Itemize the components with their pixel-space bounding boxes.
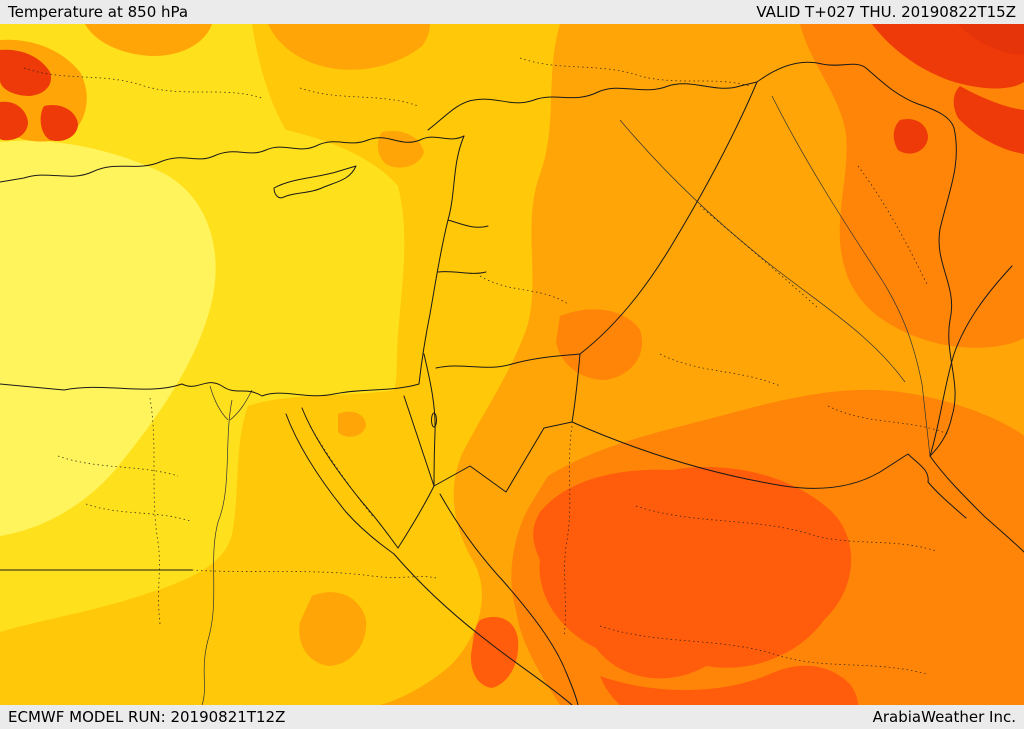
map-title: Temperature at 850 hPa <box>8 3 189 21</box>
map-svg <box>0 24 1024 705</box>
tigris-river-line <box>771 95 931 457</box>
turkey-south-coastline <box>0 135 465 183</box>
temp-spot-red-top-left-2 <box>0 101 28 141</box>
israel-egypt-border-line <box>403 395 435 487</box>
river-layer <box>201 95 931 705</box>
temp-spot-red-top-left-1 <box>0 49 52 96</box>
temp-spot-red-top-right-3 <box>893 118 928 154</box>
temp-spot-orange-eastern-desert <box>299 592 367 666</box>
valid-time-label: VALID T+027 THU. 20190822T15Z <box>756 3 1016 21</box>
temp-spot-orange-top-edge-2 <box>268 24 430 70</box>
map-area <box>0 24 1024 705</box>
temp-spot-deep-red-top-right-corner <box>958 24 1024 55</box>
border-layer <box>0 61 1024 705</box>
red-sea-african-coastline <box>393 553 573 705</box>
temp-spot-red-top-left-3 <box>40 104 78 142</box>
dead-sea-outline <box>431 412 437 428</box>
temp-spot-red-top-right-2 <box>953 86 1024 154</box>
temp-spot-orange-east-of-cyprus <box>377 130 424 168</box>
jordan-valley-border-line <box>423 353 436 487</box>
gulf-of-suez-west-coast <box>285 413 395 555</box>
temp-band-red-orange-saudi-core <box>533 467 852 679</box>
jordan-saudi-border-zigzag <box>433 421 573 493</box>
temp-spot-red-orange-red-sea-coast <box>470 616 519 688</box>
model-run-label: ECMWF MODEL RUN: 20190821T12Z <box>8 708 286 726</box>
temp-band-pale-yellow-west <box>0 140 216 536</box>
admin-boundaries-dotted <box>23 57 949 675</box>
cyprus-island-outline <box>273 165 357 199</box>
footer-bar: ECMWF MODEL RUN: 20190821T12Z ArabiaWeat… <box>0 705 1024 729</box>
syria-jordan-border-line <box>435 353 581 369</box>
credit-label: ArabiaWeather Inc. <box>872 708 1016 726</box>
header-bar: Temperature at 850 hPa VALID T+027 THU. … <box>0 0 1024 24</box>
temp-spot-orange-nile <box>338 411 366 437</box>
lebanon-border-lines <box>437 219 489 274</box>
gulf-of-aqaba-line <box>397 485 435 549</box>
iran-iraq-border-line <box>929 127 957 457</box>
jordan-iraq-border-line <box>571 353 581 423</box>
syria-iraq-border-line <box>579 81 758 355</box>
gulf-of-suez-east-coast <box>301 407 399 549</box>
temp-spot-dark-orange-east-jordan <box>556 309 643 380</box>
temp-band-red-orange-saudi-south <box>600 665 858 705</box>
persian-gulf-coastline <box>929 265 1024 553</box>
nile-delta-lines <box>209 385 253 421</box>
levant-mediterranean-coastline <box>0 135 465 397</box>
iraq-saudi-border-line <box>571 421 967 519</box>
red-sea-arabian-coastline <box>439 493 579 705</box>
euphrates-river-line <box>619 119 906 383</box>
turkey-south-border-line <box>427 61 955 131</box>
temp-spot-orange-top-edge-1 <box>85 24 212 57</box>
nile-river-line <box>201 399 233 705</box>
